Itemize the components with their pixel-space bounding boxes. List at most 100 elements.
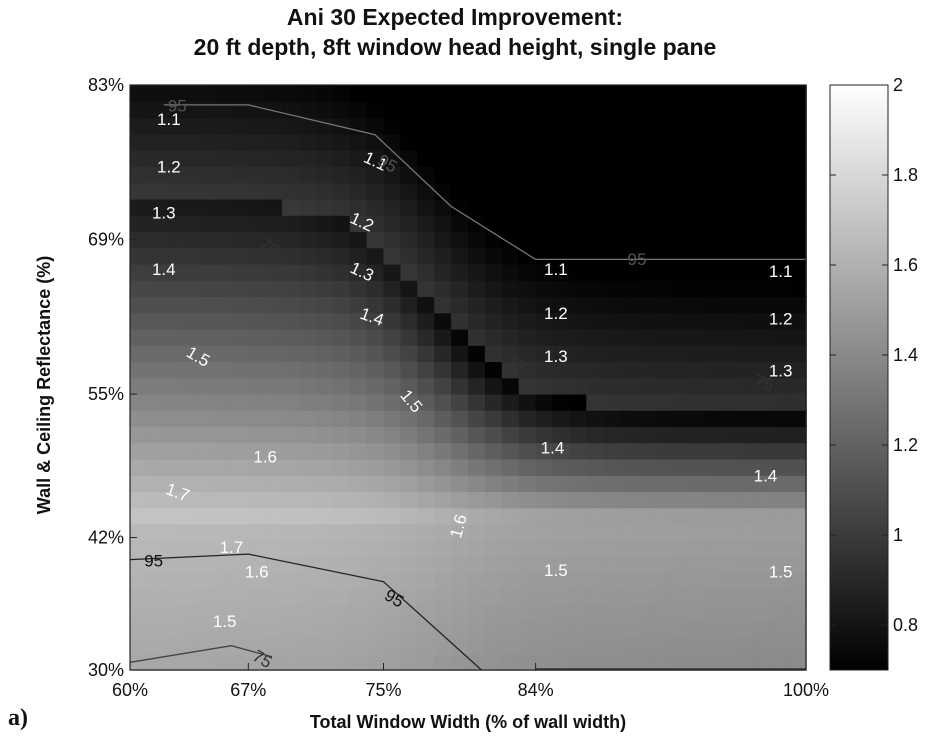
heatmap-cell bbox=[451, 637, 469, 655]
heatmap-cell bbox=[721, 296, 740, 314]
heatmap-cell bbox=[586, 556, 604, 574]
heatmap-cell bbox=[586, 377, 604, 395]
heatmap-cell bbox=[569, 231, 588, 249]
heatmap-cell bbox=[637, 296, 655, 314]
heatmap-cell bbox=[603, 215, 621, 233]
heatmap-cell bbox=[484, 556, 503, 574]
heatmap-cell bbox=[366, 215, 385, 233]
heatmap-cell bbox=[738, 588, 757, 606]
heatmap-cell bbox=[417, 475, 435, 493]
x-tick-label: 84% bbox=[518, 680, 554, 700]
heatmap-cell bbox=[603, 491, 621, 509]
heatmap-cell bbox=[552, 182, 571, 200]
heatmap-cell bbox=[282, 426, 300, 444]
heatmap-cell bbox=[670, 166, 689, 184]
heatmap-cell bbox=[603, 605, 621, 623]
heatmap-cell bbox=[265, 507, 283, 525]
heatmap-cell bbox=[417, 166, 435, 184]
heatmap-cell bbox=[434, 345, 452, 363]
heatmap-cell bbox=[282, 166, 300, 184]
heatmap-cell bbox=[400, 101, 419, 119]
heatmap-cell bbox=[501, 198, 520, 216]
heatmap-cell bbox=[637, 491, 655, 509]
heatmap-cell bbox=[146, 280, 165, 298]
heatmap-cell bbox=[535, 215, 554, 233]
heatmap-cell bbox=[146, 150, 165, 168]
heatmap-cell bbox=[265, 117, 283, 135]
heatmap-cell bbox=[214, 150, 233, 168]
heatmap-cell bbox=[366, 345, 385, 363]
heatmap-cell bbox=[400, 117, 419, 135]
heatmap-cell bbox=[738, 540, 757, 558]
heatmap-cell bbox=[637, 572, 655, 590]
heatmap-cell bbox=[417, 117, 435, 135]
heatmap-cell bbox=[315, 540, 334, 558]
heatmap-cell bbox=[417, 345, 435, 363]
heatmap-cell bbox=[197, 605, 216, 623]
heatmap-cell bbox=[653, 361, 672, 379]
heatmap-cell bbox=[349, 410, 368, 428]
heatmap-cell bbox=[366, 458, 385, 476]
heatmap-cell bbox=[163, 458, 182, 476]
heatmap-cell bbox=[789, 621, 807, 639]
heatmap-cell bbox=[620, 653, 638, 671]
heatmap-cell bbox=[637, 605, 655, 623]
heatmap-cell bbox=[231, 296, 250, 314]
heatmap-cell bbox=[349, 85, 368, 103]
heatmap-cell bbox=[468, 215, 486, 233]
heatmap-cell bbox=[755, 442, 773, 460]
heatmap-cell bbox=[163, 523, 182, 541]
heatmap-cell bbox=[282, 85, 300, 103]
heatmap-cell bbox=[332, 296, 351, 314]
heatmap-cell bbox=[552, 621, 571, 639]
heatmap-cell bbox=[231, 442, 250, 460]
heatmap-cell bbox=[603, 133, 621, 151]
heatmap-cell bbox=[282, 475, 300, 493]
heatmap-cell bbox=[417, 328, 435, 346]
heatmap-cell bbox=[620, 133, 638, 151]
heatmap-cell bbox=[721, 345, 740, 363]
heatmap-cell bbox=[315, 101, 334, 119]
heatmap-cell bbox=[653, 150, 672, 168]
x-axis-ticks: 60% 67% 75% 84% 100% bbox=[112, 663, 829, 700]
heatmap-cell bbox=[231, 215, 250, 233]
heatmap-cell bbox=[146, 263, 165, 281]
heatmap-cell bbox=[248, 231, 266, 249]
heatmap-cell bbox=[417, 426, 435, 444]
heatmap-cell bbox=[603, 475, 621, 493]
heatmap-cell bbox=[501, 117, 520, 135]
heatmap-cell bbox=[130, 328, 148, 346]
heatmap-cell bbox=[518, 588, 537, 606]
heatmap-cell bbox=[518, 263, 537, 281]
heatmap-cell bbox=[653, 133, 672, 151]
heatmap-cell bbox=[468, 117, 486, 135]
heatmap-cell bbox=[163, 280, 182, 298]
heatmap-cell bbox=[687, 133, 706, 151]
heatmap-cell bbox=[163, 85, 182, 103]
heatmap-cell bbox=[586, 507, 604, 525]
heatmap-cell bbox=[451, 572, 469, 590]
heatmap-cell bbox=[315, 85, 334, 103]
heatmap-cell bbox=[383, 345, 402, 363]
heatmap-cell bbox=[332, 605, 351, 623]
heatmap-cell bbox=[687, 621, 706, 639]
heatmap-cell bbox=[349, 588, 368, 606]
heatmap-cell bbox=[670, 280, 689, 298]
heatmap-cell bbox=[653, 280, 672, 298]
heatmap-cell bbox=[400, 653, 419, 671]
heatmap-cell bbox=[315, 247, 334, 265]
heatmap-cell bbox=[772, 475, 790, 493]
heatmap-cell bbox=[670, 426, 689, 444]
heatmap-cell bbox=[400, 345, 419, 363]
heatmap-cell bbox=[231, 101, 250, 119]
heatmap-cell bbox=[552, 653, 571, 671]
heatmap-cell bbox=[535, 572, 554, 590]
heatmap-cell bbox=[130, 556, 148, 574]
heatmap-cell bbox=[468, 150, 486, 168]
heatmap-cell bbox=[603, 410, 621, 428]
heatmap-cell bbox=[620, 507, 638, 525]
heatmap-cell bbox=[265, 572, 283, 590]
heatmap-cell bbox=[248, 263, 266, 281]
heatmap-cell bbox=[332, 328, 351, 346]
